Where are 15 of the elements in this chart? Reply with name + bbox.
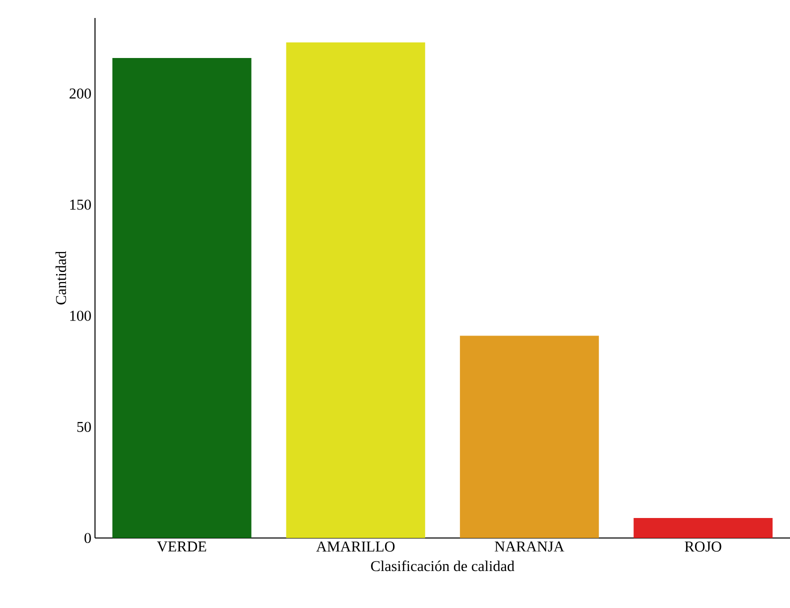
bar — [634, 518, 773, 538]
bar — [286, 42, 426, 538]
y-axis-title: Cantidad — [56, 251, 66, 304]
y-tick-label: 50 — [77, 422, 91, 432]
x-axis-title: Clasificación de calidad — [371, 560, 514, 572]
x-tick-label: VERDE — [157, 542, 206, 552]
y-tick-label: 0 — [84, 532, 91, 544]
y-tick-label: 100 — [70, 310, 91, 321]
x-tick-label: ROJO — [684, 542, 722, 552]
bar — [112, 58, 252, 538]
y-tick-label: 150 — [70, 200, 91, 210]
x-tick-label: AMARILLO — [316, 542, 395, 552]
y-tick-label: 200 — [70, 88, 91, 99]
bar — [460, 336, 599, 538]
x-tick-label: NARANJA — [494, 542, 564, 552]
